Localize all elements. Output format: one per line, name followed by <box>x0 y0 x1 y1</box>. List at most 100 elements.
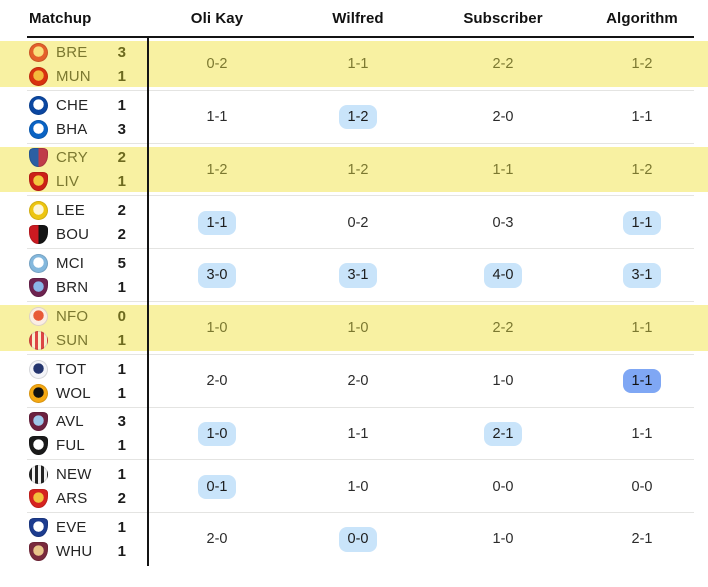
prediction-value: 2-0 <box>347 372 369 389</box>
prediction-cell-algorithm: 1-1 <box>576 196 708 249</box>
cry-crest-icon <box>29 148 48 168</box>
team-score: 2 <box>117 149 126 167</box>
prediction-value: 1-0 <box>492 372 514 389</box>
prediction-pill: 0-0 <box>338 527 378 552</box>
prediction-pill: 4-0 <box>483 263 523 288</box>
prediction-pill: 3-1 <box>622 263 662 288</box>
team-score: 3 <box>117 120 126 138</box>
team-abbr: FUL <box>56 437 85 455</box>
header-cell-oli-kay: Oli Kay <box>190 10 244 27</box>
prediction-pill: 0-1 <box>197 474 237 500</box>
mci-crest-icon <box>29 254 48 274</box>
prediction-value: 1-1 <box>631 425 653 442</box>
away-team: BRN 1 <box>29 277 148 298</box>
matchup-cell: LEE 2 BOU 2 <box>0 196 148 249</box>
team-abbr: TOT <box>56 360 87 378</box>
matchup-cell: TOT 1 WOL 1 <box>0 355 148 408</box>
away-team: BOU 2 <box>29 224 148 245</box>
home-team: LEE 2 <box>29 200 148 221</box>
matchup-cell: NEW 1 ARS 2 <box>0 460 148 513</box>
prediction-cell-wilfred: 2-0 <box>286 355 430 408</box>
home-team: AVL 3 <box>29 411 148 432</box>
prediction-cell-algorithm: 1-2 <box>576 144 708 197</box>
prediction-cell-algorithm: 2-1 <box>576 513 708 566</box>
team-abbr: BHA <box>56 120 88 138</box>
new-crest-icon <box>29 465 48 485</box>
away-team: SUN 1 <box>29 330 148 351</box>
prediction-cell-subscriber: 1-0 <box>430 513 576 566</box>
match-row: NFO 0 SUN 1 1-0 1-0 2-2 1-1 <box>0 302 708 355</box>
prediction-value: 1-2 <box>206 161 228 178</box>
prediction-value: 2-0 <box>206 531 228 548</box>
prediction-value: 0-3 <box>492 214 514 231</box>
prediction-value: 1-2 <box>631 161 653 178</box>
prediction-cell-oli-kay: 1-2 <box>148 144 286 197</box>
match-row: CHE 1 BHA 3 1-1 1-2 2-0 1-1 <box>0 91 708 144</box>
ars-crest-icon <box>29 489 48 509</box>
prediction-pill: 3-0 <box>197 263 237 288</box>
header-cell-matchup: Matchup <box>29 10 92 27</box>
prediction-cell-subscriber: 1-0 <box>430 355 576 408</box>
home-team: TOT 1 <box>29 359 148 380</box>
team-abbr: BRE <box>56 43 88 61</box>
team-abbr: MUN <box>56 67 91 85</box>
team-abbr: WOL <box>56 384 91 402</box>
table-rows: BRE 3 MUN 1 0-2 1-1 2-2 1-2 CHE 1 BHA 3 1-1 1-2 2-0 1-1… <box>0 38 708 566</box>
prediction-value: 2-2 <box>492 56 514 73</box>
prediction-cell-algorithm: 1-1 <box>576 302 708 355</box>
prediction-cell-subscriber: 0-3 <box>430 196 576 249</box>
team-abbr: MCI <box>56 255 85 273</box>
prediction-cell-subscriber: 2-2 <box>430 302 576 355</box>
prediction-cell-wilfred: 1-1 <box>286 38 430 91</box>
prediction-value: 1-0 <box>347 320 369 337</box>
prediction-pill: 2-1 <box>483 421 523 447</box>
prediction-cell-wilfred: 0-2 <box>286 196 430 249</box>
prediction-cell-oli-kay: 3-0 <box>148 249 286 302</box>
home-team: NEW 1 <box>29 464 148 485</box>
matchup-cell: CRY 2 LIV 1 <box>0 144 148 197</box>
team-abbr: EVE <box>56 519 87 537</box>
team-score: 3 <box>117 43 126 61</box>
team-abbr: CRY <box>56 149 88 167</box>
prediction-pill: 1-1 <box>197 210 237 236</box>
match-row: LEE 2 BOU 2 1-1 0-2 0-3 1-1 <box>0 196 708 249</box>
prediction-cell-algorithm: 1-1 <box>576 91 708 144</box>
team-score: 1 <box>117 466 126 484</box>
team-abbr: NFO <box>56 307 89 325</box>
prediction-value: 0-2 <box>347 214 369 231</box>
team-score: 1 <box>117 543 126 561</box>
prediction-cell-wilfred: 1-2 <box>286 91 430 144</box>
wol-crest-icon <box>29 383 48 403</box>
match-row: EVE 1 WHU 1 2-0 0-0 1-0 2-1 <box>0 513 708 566</box>
prediction-cell-subscriber: 4-0 <box>430 249 576 302</box>
team-score: 1 <box>117 519 126 537</box>
prediction-cell-subscriber: 1-1 <box>430 144 576 197</box>
prediction-cell-subscriber: 0-0 <box>430 460 576 513</box>
team-abbr: WHU <box>56 543 93 561</box>
team-score: 1 <box>117 360 126 378</box>
bha-crest-icon <box>29 119 48 139</box>
prediction-value: 2-0 <box>206 372 228 389</box>
team-score: 1 <box>117 173 126 191</box>
team-abbr: BOU <box>56 226 90 244</box>
home-team: BRE 3 <box>29 42 148 63</box>
team-abbr: CHE <box>56 96 89 114</box>
away-team: ARS 2 <box>29 488 148 509</box>
team-score: 5 <box>117 255 126 273</box>
prediction-value: 1-0 <box>492 531 514 548</box>
team-abbr: BRN <box>56 279 89 297</box>
mun-crest-icon <box>29 66 48 86</box>
bou-crest-icon <box>29 225 48 245</box>
prediction-value: 2-2 <box>492 320 514 337</box>
match-row: TOT 1 WOL 1 2-0 2-0 1-0 1-1 <box>0 355 708 408</box>
prediction-value: 0-0 <box>492 478 514 495</box>
prediction-pill: 1-1 <box>622 368 662 394</box>
team-abbr: LIV <box>56 173 80 191</box>
team-score: 3 <box>117 413 126 431</box>
matchup-cell: AVL 3 FUL 1 <box>0 408 148 461</box>
nfo-crest-icon <box>29 306 48 326</box>
prediction-cell-wilfred: 1-0 <box>286 302 430 355</box>
away-team: WOL 1 <box>29 383 148 404</box>
prediction-cell-wilfred: 3-1 <box>286 249 430 302</box>
prediction-cell-subscriber: 2-1 <box>430 408 576 461</box>
